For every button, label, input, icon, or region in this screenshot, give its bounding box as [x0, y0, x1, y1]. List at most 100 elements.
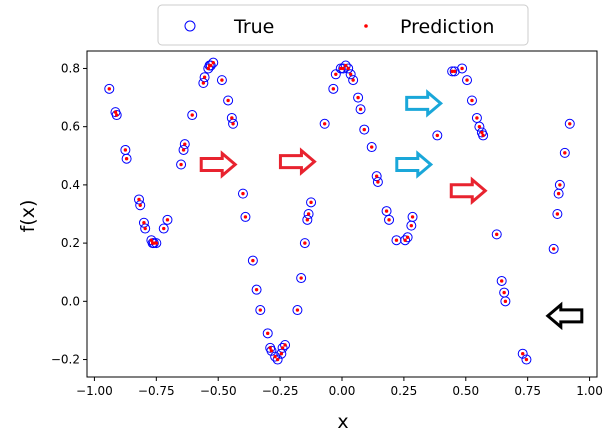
point-prediction — [374, 174, 379, 178]
x-axis-label: x — [337, 411, 348, 431]
point-true — [228, 118, 239, 129]
point-prediction — [283, 343, 287, 347]
legend-marker-true — [184, 20, 196, 32]
point-prediction — [495, 232, 499, 237]
point-prediction — [251, 258, 255, 263]
point-true — [466, 95, 477, 106]
point-prediction — [477, 124, 482, 129]
point-prediction — [356, 95, 360, 100]
point-prediction — [502, 290, 506, 295]
point-prediction — [555, 212, 560, 216]
point-prediction — [279, 352, 284, 356]
point-true — [296, 273, 307, 284]
point-prediction — [452, 69, 457, 74]
point-prediction — [563, 151, 567, 155]
point-prediction — [322, 122, 327, 126]
point-prediction — [211, 60, 215, 65]
point-prediction — [115, 113, 119, 117]
point-true — [400, 235, 411, 246]
point-prediction — [154, 241, 159, 245]
point-prediction — [376, 180, 380, 184]
point-true — [176, 159, 187, 170]
point-true — [564, 118, 575, 129]
point-true — [355, 104, 366, 115]
point-prediction — [370, 145, 374, 149]
point-prediction — [499, 279, 504, 283]
point-true — [199, 72, 210, 83]
point-true — [162, 214, 173, 225]
point-prediction — [410, 215, 415, 219]
point-true — [272, 354, 283, 365]
point-prediction — [346, 66, 350, 71]
point-prediction — [275, 357, 280, 362]
y-tick-label: 0.0 — [61, 294, 80, 308]
point-true — [266, 345, 277, 356]
point-prediction — [142, 221, 146, 225]
point-prediction — [405, 235, 410, 239]
point-true — [402, 232, 413, 243]
point-true — [371, 171, 382, 182]
point-true — [306, 197, 317, 208]
point-prediction — [299, 276, 303, 280]
annotation-arrow-right — [199, 150, 238, 179]
point-prediction — [331, 87, 336, 91]
point-true — [340, 60, 351, 71]
point-prediction — [241, 191, 245, 196]
point-prediction — [465, 78, 469, 82]
point-prediction — [181, 148, 186, 152]
point-prediction — [179, 162, 183, 167]
point-prediction — [206, 66, 211, 71]
annotation-arrow-right — [449, 176, 488, 205]
point-prediction — [358, 107, 363, 111]
point-true — [491, 229, 502, 240]
point-prediction — [460, 66, 464, 71]
point-true — [462, 75, 473, 86]
x-tick-label: −0.75 — [138, 384, 175, 398]
point-true — [384, 214, 395, 225]
data-points — [104, 57, 575, 365]
point-true — [251, 284, 262, 295]
x-tick-label: 0.00 — [329, 384, 356, 398]
point-prediction — [348, 72, 353, 76]
point-true — [178, 144, 189, 155]
point-true — [276, 348, 287, 359]
point-prediction — [149, 238, 154, 242]
point-prediction — [209, 63, 213, 68]
point-true — [237, 188, 248, 199]
point-prediction — [266, 331, 270, 336]
point-true — [548, 243, 559, 254]
point-prediction — [470, 98, 474, 103]
point-prediction — [362, 127, 366, 132]
point-prediction — [113, 110, 118, 114]
legend-label-true: True — [233, 16, 274, 38]
point-prediction — [254, 287, 259, 292]
point-true — [345, 69, 356, 80]
annotation-arrow-right — [278, 147, 317, 176]
point-prediction — [341, 66, 345, 71]
x-tick-label: 0.75 — [514, 384, 541, 398]
legend-label-prediction: Prediction — [400, 16, 494, 38]
point-prediction — [243, 215, 248, 219]
x-tick-label: −0.25 — [262, 384, 299, 398]
point-prediction — [124, 156, 129, 161]
point-prediction — [138, 203, 142, 207]
point-true — [208, 57, 219, 68]
point-true — [148, 238, 159, 249]
x-tick-label: −1.00 — [76, 384, 113, 398]
point-true — [198, 78, 209, 89]
y-tick-label: 0.8 — [61, 61, 80, 75]
point-prediction — [220, 78, 224, 82]
point-true — [552, 209, 563, 219]
point-true — [262, 328, 273, 339]
point-prediction — [435, 133, 440, 138]
point-true — [521, 354, 532, 365]
point-true — [240, 211, 251, 222]
point-prediction — [480, 130, 484, 135]
point-true — [299, 238, 310, 249]
point-true — [140, 223, 151, 234]
point-true — [335, 63, 346, 74]
point-prediction — [568, 122, 572, 126]
point-true — [517, 348, 528, 359]
point-prediction — [503, 299, 508, 304]
point-prediction — [123, 148, 128, 152]
